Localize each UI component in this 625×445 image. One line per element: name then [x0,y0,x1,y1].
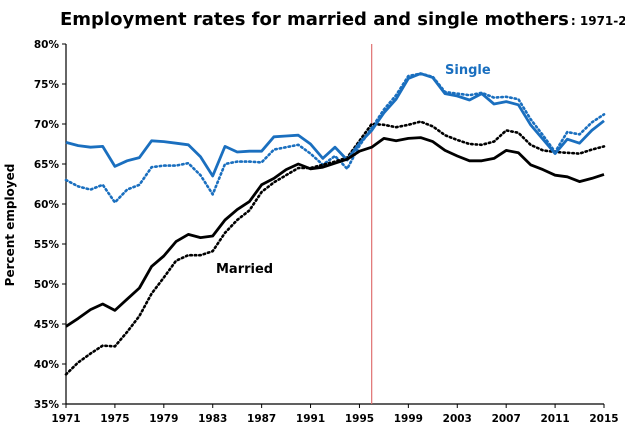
single-dotted-line [64,72,606,204]
y-tick-label: 60% [34,199,60,211]
x-tick-label: 1991 [296,413,325,425]
y-tick-label: 35% [34,399,60,411]
x-tick-label: 2007 [492,413,521,425]
x-tick-label: 1971 [51,413,80,425]
y-tick-label: 55% [34,239,60,251]
y-tick-label: 80% [34,39,60,51]
x-tick-label: 2011 [540,413,569,425]
y-tick-label: 45% [34,319,60,331]
x-tick-label: 1987 [247,413,276,425]
x-tick-label: 1995 [345,413,374,425]
chart-title-main: Employment rates for married and single … [60,9,569,30]
x-tick-label: 1975 [100,413,129,425]
y-axis-label: Percent employed [3,164,17,287]
chart-title-range: : 1971-2015 [571,14,625,28]
y-tick-label: 75% [34,79,60,91]
married-dotted-line [64,120,606,376]
x-tick-label: 2015 [589,413,618,425]
chart-title: Employment rates for married and single … [60,9,625,30]
x-tick-label: 1979 [149,413,178,425]
y-tick-label: 65% [34,159,60,171]
married-solid-line [65,136,605,328]
single-series-label: Single [445,63,491,78]
y-tick-label: 50% [34,279,60,291]
x-tick-label: 1999 [394,413,423,425]
plot-area: 35% 40% 45% 50% 55% 60% 65% 70% 75% 80% 1971 1975 19… [34,39,619,425]
married-series-label: Married [216,262,273,277]
single-solid-line [65,72,605,178]
y-tick-label: 40% [34,359,60,371]
x-tick-label: 1983 [198,413,227,425]
y-tick-label: 70% [34,119,60,131]
x-tick-label: 2003 [443,413,472,425]
